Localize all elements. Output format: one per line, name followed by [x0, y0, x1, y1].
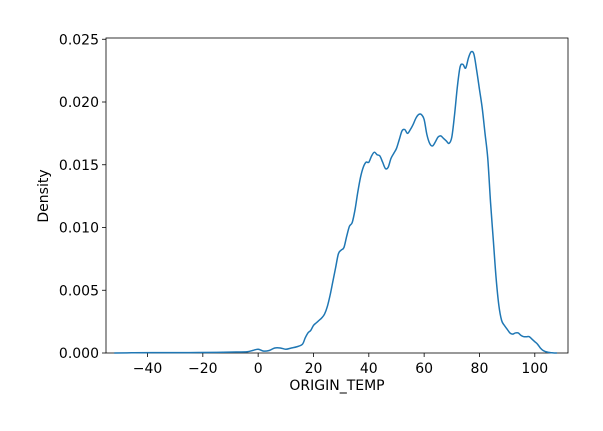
plot-frame: [105, 37, 569, 354]
y-tick-label: 0.020: [59, 95, 99, 111]
x-tick-label: 60: [415, 361, 433, 377]
x-axis-label: ORIGIN_TEMP: [289, 378, 384, 394]
y-axis-label: Density: [36, 169, 52, 222]
y-axis: 0.000 0.005 0.010 0.015 0.020 0.025: [59, 32, 106, 362]
y-tick-label: 0.005: [59, 283, 99, 299]
x-tick-label: 0: [254, 361, 263, 377]
x-tick-label: −20: [188, 361, 218, 377]
x-tick-label: 100: [521, 361, 548, 377]
y-tick-label: 0.015: [59, 158, 99, 174]
density-line: [114, 50, 557, 354]
x-axis: −40 −20 0 20 40 60 80 100: [133, 353, 548, 377]
y-tick-label: 0.025: [59, 32, 99, 48]
y-tick-label: 0.010: [59, 221, 99, 237]
x-tick-label: 80: [471, 361, 489, 377]
x-tick-label: 20: [305, 361, 323, 377]
x-tick-label: 40: [360, 361, 378, 377]
y-tick-label: 0.000: [59, 346, 99, 362]
x-tick-label: −40: [133, 361, 163, 377]
